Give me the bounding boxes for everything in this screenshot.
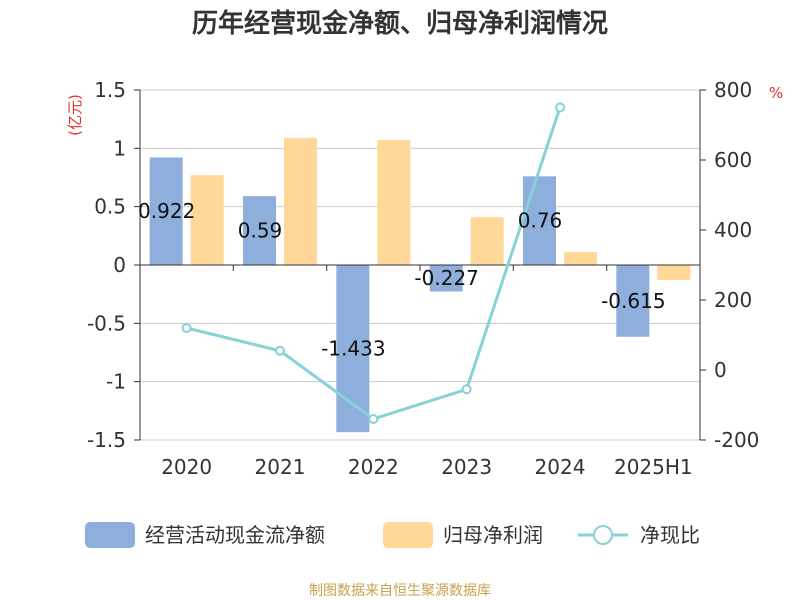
right-axis-tick-label: 0 [714,358,727,382]
net-cash-ratio-polyline [186,107,562,421]
x-axis-tick-label: 2025H1 [614,455,693,479]
bars [149,137,691,433]
legend: 经营活动现金流净额 归母净利润 净现比 [85,522,700,548]
cash-flow-bar [243,196,276,265]
net-profit-bar [377,140,411,265]
left-axis-tick-label: 1 [113,136,126,160]
axes: 1.5 1 0.5 0 -0.5 -1 -1.5 800 600 400 200 0 -200 2020 2… [87,78,759,479]
cash-flow-data-label: -0.227 [414,266,478,290]
x-axis-tick-label: 2023 [441,455,492,479]
data-labels: 0.922 0.59 -1.433 -0.227 0.76 -0.615 [138,199,666,360]
net-cash-ratio-point [555,102,565,113]
cash-flow-bar [523,176,556,265]
x-axis-tick-label: 2020 [161,455,212,479]
left-axis-tick-label: 1.5 [94,78,126,102]
cash-flow-bar [616,265,650,337]
legend-label-net-cash-ratio: 净现比 [640,523,700,547]
cash-flow-data-label: 0.59 [238,219,283,243]
net-profit-bar [190,175,224,265]
x-axis-tick-label: 2024 [535,455,586,479]
left-axis-unit: (亿元) [66,94,84,136]
x-axis-tick-label: 2022 [348,455,399,479]
cash-flow-data-label: 0.922 [138,199,195,223]
cash-flow-bar [429,265,463,292]
right-axis-tick-label: -200 [714,428,759,452]
right-axis-tick-label: 600 [714,148,752,172]
cash-flow-bar [149,157,183,265]
right-axis-tick-label: 800 [714,78,752,102]
net-profit-bar [470,217,504,265]
cash-flow-data-label: -0.615 [601,289,665,313]
right-axis-tick-label: 200 [714,288,752,312]
net-cash-ratio-line [181,102,565,424]
left-axis-tick-label: -0.5 [87,311,126,335]
legend-swatch-net-profit [383,522,433,548]
net-cash-ratio-point [368,414,379,424]
legend-label-net-profit: 归母净利润 [443,523,543,547]
right-axis-unit: % [769,84,783,102]
legend-label-cash-flow: 经营活动现金流净额 [145,523,325,547]
net-profit-bar [657,265,691,281]
legend-swatch-cash-flow [85,522,135,548]
left-axis-tick-label: 0.5 [94,195,126,219]
net-cash-ratio-point [181,323,192,333]
chart-title: 历年经营现金净额、归母净利润情况 [192,8,608,39]
right-axis-tick-label: 400 [714,218,752,242]
left-axis-tick-label: -1.5 [87,428,126,452]
x-axis-tick-label: 2021 [255,455,306,479]
net-cash-ratio-point [275,345,285,356]
net-profit-bar [564,252,597,265]
cash-flow-data-label: -1.433 [321,337,385,361]
left-axis-tick-label: -1 [106,370,126,394]
legend-swatch-marker [593,525,613,545]
left-axis-tick-label: 0 [113,253,126,277]
cash-flow-data-label: 0.76 [518,209,563,233]
net-cash-ratio-point [461,384,472,395]
net-profit-bar [284,137,317,265]
data-source: 制图数据来自恒生聚源数据库 [309,583,491,599]
